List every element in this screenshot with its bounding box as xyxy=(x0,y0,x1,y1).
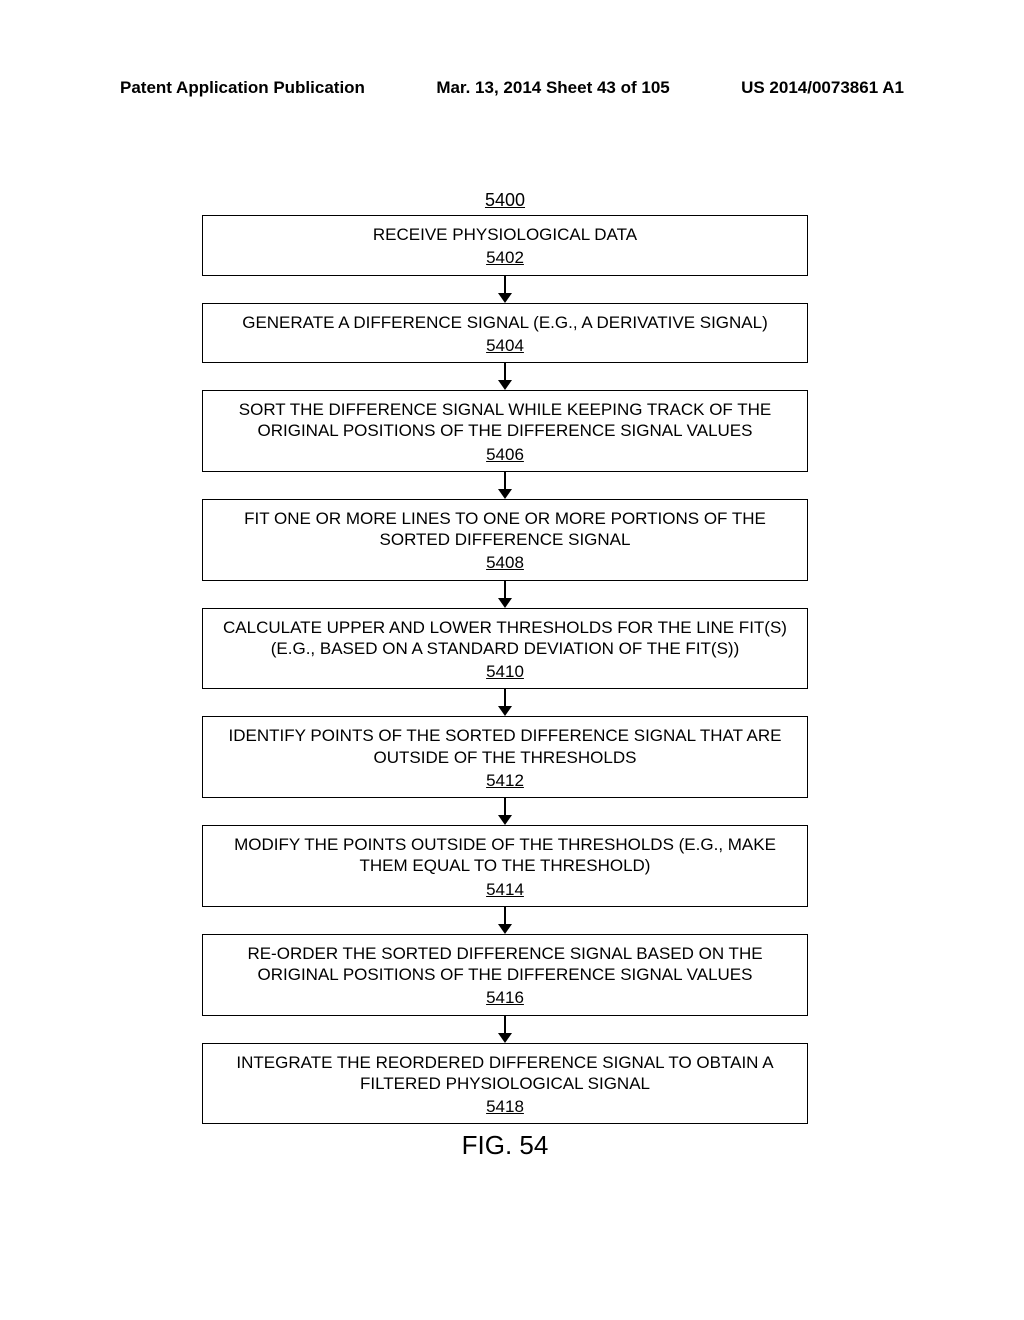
arrow-line xyxy=(504,798,506,816)
step-text-line: CALCULATE UPPER AND LOWER THRESHOLDS FOR… xyxy=(223,617,787,638)
arrow-line xyxy=(504,581,506,599)
arrow-line xyxy=(504,689,506,707)
flowchart-step: CALCULATE UPPER AND LOWER THRESHOLDS FOR… xyxy=(202,608,808,690)
step-text-line: THEM EQUAL TO THE THRESHOLD) xyxy=(223,855,787,876)
arrow-head-icon xyxy=(498,1033,512,1043)
flowchart-step: SORT THE DIFFERENCE SIGNAL WHILE KEEPING… xyxy=(202,390,808,472)
step-text-line: IDENTIFY POINTS OF THE SORTED DIFFERENCE… xyxy=(223,725,787,746)
flowchart-step: INTEGRATE THE REORDERED DIFFERENCE SIGNA… xyxy=(202,1043,808,1125)
header-publication: Patent Application Publication xyxy=(120,78,365,98)
flowchart-step: MODIFY THE POINTS OUTSIDE OF THE THRESHO… xyxy=(202,825,808,907)
step-ref: 5402 xyxy=(223,247,787,268)
arrow-head-icon xyxy=(498,706,512,716)
arrow-line xyxy=(504,907,506,925)
flow-arrow xyxy=(202,472,808,499)
flow-arrow xyxy=(202,363,808,390)
page-header: Patent Application Publication Mar. 13, … xyxy=(0,78,1024,98)
header-sheet: Mar. 13, 2014 Sheet 43 of 105 xyxy=(436,78,669,98)
step-text-line: INTEGRATE THE REORDERED DIFFERENCE SIGNA… xyxy=(223,1052,787,1073)
flow-arrow xyxy=(202,798,808,825)
step-ref: 5418 xyxy=(223,1096,787,1117)
step-text-line: RECEIVE PHYSIOLOGICAL DATA xyxy=(223,224,787,245)
step-text-line: FIT ONE OR MORE LINES TO ONE OR MORE POR… xyxy=(223,508,787,529)
arrow-head-icon xyxy=(498,489,512,499)
arrow-line xyxy=(504,1016,506,1034)
arrow-head-icon xyxy=(498,924,512,934)
step-text-line: SORT THE DIFFERENCE SIGNAL WHILE KEEPING… xyxy=(223,399,787,420)
arrow-head-icon xyxy=(498,815,512,825)
step-text-line: ORIGINAL POSITIONS OF THE DIFFERENCE SIG… xyxy=(223,964,787,985)
flow-arrow xyxy=(202,1016,808,1043)
flow-arrow xyxy=(202,907,808,934)
step-text-line: OUTSIDE OF THE THRESHOLDS xyxy=(223,747,787,768)
flowchart-step: RE-ORDER THE SORTED DIFFERENCE SIGNAL BA… xyxy=(202,934,808,1016)
step-text-line: MODIFY THE POINTS OUTSIDE OF THE THRESHO… xyxy=(223,834,787,855)
flowchart-nodes: RECEIVE PHYSIOLOGICAL DATA5402 GENERATE A… xyxy=(202,215,808,1124)
step-ref: 5410 xyxy=(223,661,787,682)
flowchart-step: FIT ONE OR MORE LINES TO ONE OR MORE POR… xyxy=(202,499,808,581)
step-text-line: ORIGINAL POSITIONS OF THE DIFFERENCE SIG… xyxy=(223,420,787,441)
flow-arrow xyxy=(202,689,808,716)
arrow-line xyxy=(504,363,506,381)
step-ref: 5414 xyxy=(223,879,787,900)
step-ref: 5408 xyxy=(223,552,787,573)
step-ref: 5416 xyxy=(223,987,787,1008)
flowchart-step: GENERATE A DIFFERENCE SIGNAL (E.G., A DE… xyxy=(202,303,808,364)
step-ref: 5406 xyxy=(223,444,787,465)
arrow-head-icon xyxy=(498,598,512,608)
flowchart-step: RECEIVE PHYSIOLOGICAL DATA5402 xyxy=(202,215,808,276)
step-ref: 5412 xyxy=(223,770,787,791)
step-text-line: (E.G., BASED ON A STANDARD DEVIATION OF … xyxy=(223,638,787,659)
arrow-head-icon xyxy=(498,293,512,303)
flowchart-top-ref: 5400 xyxy=(485,190,525,211)
step-text-line: FILTERED PHYSIOLOGICAL SIGNAL xyxy=(223,1073,787,1094)
step-text-line: RE-ORDER THE SORTED DIFFERENCE SIGNAL BA… xyxy=(223,943,787,964)
step-text-line: SORTED DIFFERENCE SIGNAL xyxy=(223,529,787,550)
flowchart: 5400 RECEIVE PHYSIOLOGICAL DATA5402 GENER… xyxy=(195,190,815,1161)
arrow-head-icon xyxy=(498,380,512,390)
arrow-line xyxy=(504,276,506,294)
flow-arrow xyxy=(202,276,808,303)
flowchart-step: IDENTIFY POINTS OF THE SORTED DIFFERENCE… xyxy=(202,716,808,798)
step-text-line: GENERATE A DIFFERENCE SIGNAL (E.G., A DE… xyxy=(223,312,787,333)
figure-label: FIG. 54 xyxy=(195,1130,815,1161)
header-patent-number: US 2014/0073861 A1 xyxy=(741,78,904,98)
step-ref: 5404 xyxy=(223,335,787,356)
flow-arrow xyxy=(202,581,808,608)
arrow-line xyxy=(504,472,506,490)
